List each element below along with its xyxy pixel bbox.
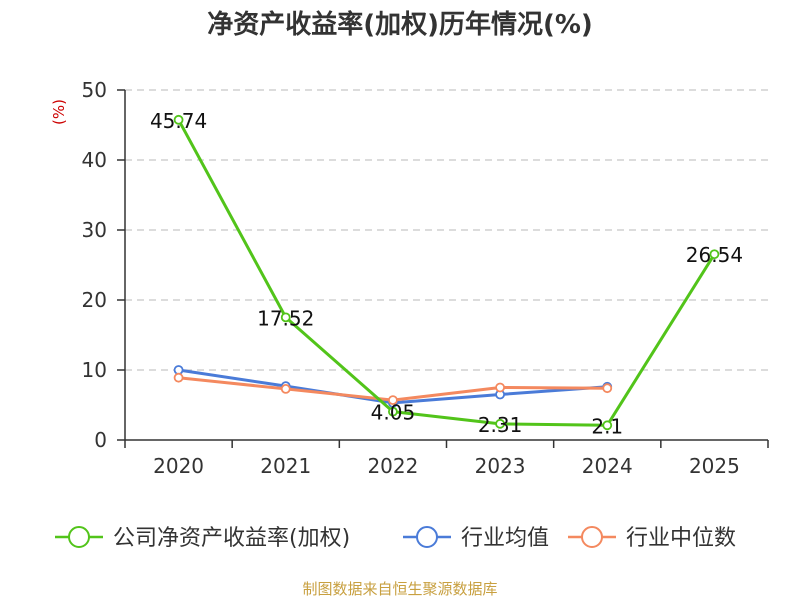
data-label: 4.05 — [371, 401, 416, 425]
data-point-2 — [388, 395, 398, 406]
data-point-2 — [280, 383, 291, 394]
x-tick-label: 2024 — [582, 454, 633, 478]
y-tick-label: 10 — [82, 358, 107, 382]
legend-marker — [581, 526, 603, 548]
x-tick-label: 2025 — [689, 454, 740, 478]
legend-marker — [416, 526, 438, 548]
data-label: 2.31 — [478, 413, 523, 437]
data-point-0 — [388, 406, 398, 417]
x-tick-label: 2021 — [260, 454, 311, 478]
y-tick-label: 0 — [94, 428, 107, 452]
y-tick-label: 20 — [82, 288, 107, 312]
legend-label: 行业均值 — [461, 526, 549, 551]
legend-label: 行业中位数 — [626, 526, 736, 551]
y-tick-label: 50 — [82, 78, 107, 102]
data-label: 17.52 — [257, 306, 314, 330]
x-tick-label: 2023 — [475, 454, 526, 478]
x-tick-label: 2022 — [367, 454, 418, 478]
data-point-0 — [709, 249, 720, 260]
legend-marker — [68, 526, 90, 548]
legend-label: 公司净资产收益率(加权) — [113, 526, 350, 551]
data-point-1 — [173, 365, 184, 375]
data-point-0 — [173, 114, 184, 125]
data-point-2 — [602, 383, 613, 394]
y-tick-label: 30 — [82, 218, 107, 242]
data-point-0 — [280, 312, 291, 323]
series-line-0 — [177, 119, 716, 427]
x-tick-label: 2020 — [153, 454, 204, 478]
data-point-2 — [495, 382, 505, 393]
y-tick-label: 40 — [82, 148, 107, 172]
data-point-2 — [173, 372, 184, 383]
data-point-0 — [602, 420, 613, 431]
chart-title: 净资产收益率(加权)历年情况(%) — [207, 10, 593, 40]
data-label: 26.54 — [686, 243, 743, 267]
source-note: 制图数据来自恒生聚源数据库 — [302, 580, 498, 598]
data-label: 2.1 — [591, 414, 623, 438]
data-label: 45.74 — [150, 109, 207, 133]
data-point-0 — [495, 418, 505, 429]
